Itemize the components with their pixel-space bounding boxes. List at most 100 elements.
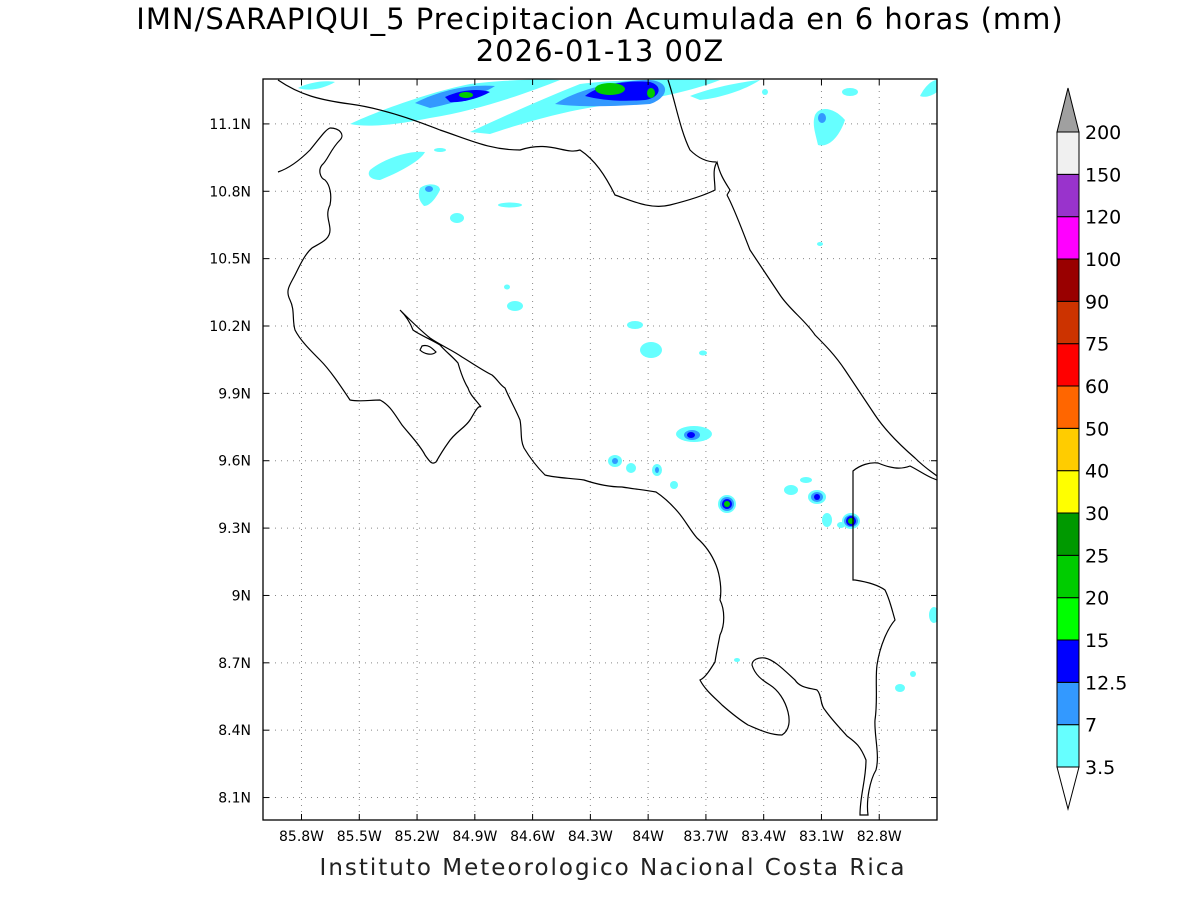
colorbar-max-triangle [1056,87,1080,133]
colorbar-swatch [1056,597,1080,641]
x-tick-label: 83.7W [683,829,728,845]
y-tick-label: 9.6N [218,454,251,470]
rain-patch [640,342,662,358]
rain-patch [920,80,937,97]
rain-patch [910,671,916,677]
colorbar-swatch [1056,639,1080,683]
rain-cell [670,481,678,489]
x-tick-label: 85.2W [395,829,440,845]
colorbar-swatch [1056,258,1080,302]
rain-cell [626,463,636,473]
rain-cell-core [459,92,473,98]
rain-patch [298,81,335,90]
rain-cell-inner [655,467,659,473]
x-tick-label: 84.9W [452,829,497,845]
y-tick-label: 9N [232,588,251,604]
x-tick-label: 83.1W [799,829,844,845]
colorbar-label: 100 [1085,249,1121,271]
caribbean-coast [726,194,937,477]
rain-patch [450,213,464,223]
colorbar-label: 90 [1085,291,1109,313]
y-tick-label: 10.2N [209,319,251,335]
rain-patch [368,151,425,180]
colorbar-swatch [1056,512,1080,556]
pacific-coast [277,127,937,816]
x-tick-label: 84.3W [568,829,613,845]
colorbar-swatch [1056,343,1080,387]
colorbar-label: 25 [1085,545,1109,567]
colorbar-swatch [1056,131,1080,175]
rain-patch [929,607,937,623]
y-tick-label: 10.5N [209,252,251,268]
island [419,344,437,355]
y-tick-label: 11.1N [209,117,251,133]
axis-ticks: 85.8W 85.5W 85.2W 84.9W 84.6W 84.3W 84W 83.7W 83… [209,79,937,845]
colorbar-label: 3.5 [1085,757,1115,779]
colorbar-label: 50 [1085,418,1109,440]
rain-patch [813,108,845,146]
rain-cell-core [595,83,625,95]
rain-band-north-west [350,79,560,126]
x-tick-label: 85.8W [279,829,324,845]
rain-cell [837,522,845,528]
colorbar-label: 150 [1085,164,1121,186]
colorbar-label: 7 [1085,715,1097,737]
rain-patch [842,88,858,96]
precipitation-layer [298,79,937,692]
colorbar: 3.5 7 12.5 15 20 25 30 40 50 60 75 90 100 120 150 200 [1056,87,1127,811]
colorbar-label: 75 [1085,334,1109,356]
rain-patch [504,284,510,290]
rain-cell [822,513,832,527]
rain-patch-inner [425,186,433,192]
x-tick-label: 84W [632,829,664,845]
colorbar-label: 40 [1085,461,1109,483]
rain-patch [817,242,823,246]
rain-patch [507,301,523,311]
y-tick-label: 9.9N [218,386,251,402]
rain-patch [498,202,522,208]
coastline [277,79,937,816]
colorbar-label: 60 [1085,376,1109,398]
rain-patch [699,350,707,356]
colorbar-swatch [1056,385,1080,429]
colorbar-label: 200 [1085,122,1121,144]
colorbar-label: 30 [1085,503,1109,525]
rain-cell-inner [612,458,618,464]
rain-patch-inner [818,113,826,123]
y-tick-label: 8.7N [218,656,251,672]
colorbar-label: 12.5 [1085,672,1127,694]
y-tick-label: 8.4N [218,723,251,739]
y-tick-label: 9.3N [218,521,251,537]
rain-patch [434,148,446,152]
colorbar-swatch [1056,300,1080,345]
rain-patch [895,684,905,692]
rain-patch [762,89,768,95]
y-tick-label: 8.1N [218,791,251,807]
y-tick-label: 10.8N [209,184,251,200]
rain-cell [800,477,812,483]
colorbar-swatch [1056,470,1080,514]
colorbar-swatch [1056,427,1080,472]
colorbar-swatch [1056,554,1080,599]
rain-cell-core [814,494,820,500]
institution-credit: Instituto Meteorologico Nacional Costa R… [319,855,907,881]
lake-nicaragua-shore [277,79,731,207]
colorbar-label: 20 [1085,588,1109,610]
map-frame [262,78,938,821]
colorbar-min-triangle [1056,766,1080,811]
colorbar-swatch [1056,724,1080,768]
map-title: IMN/SARAPIQUI_5 Precipitacion Acumulada … [136,2,1064,36]
nicaragua-east-coast [667,79,717,163]
x-tick-label: 83.4W [741,829,786,845]
rain-patch [734,658,740,662]
rain-patch [418,184,440,206]
colorbar-swatch [1056,681,1080,726]
rain-patch [627,321,643,329]
colorbar-label: 15 [1085,630,1109,652]
x-tick-label: 85.5W [337,829,382,845]
colorbar-swatch [1056,173,1080,218]
colorbar-label: 120 [1085,207,1121,229]
colorbar-swatch [1056,216,1080,260]
rain-band-north-east [690,80,760,100]
